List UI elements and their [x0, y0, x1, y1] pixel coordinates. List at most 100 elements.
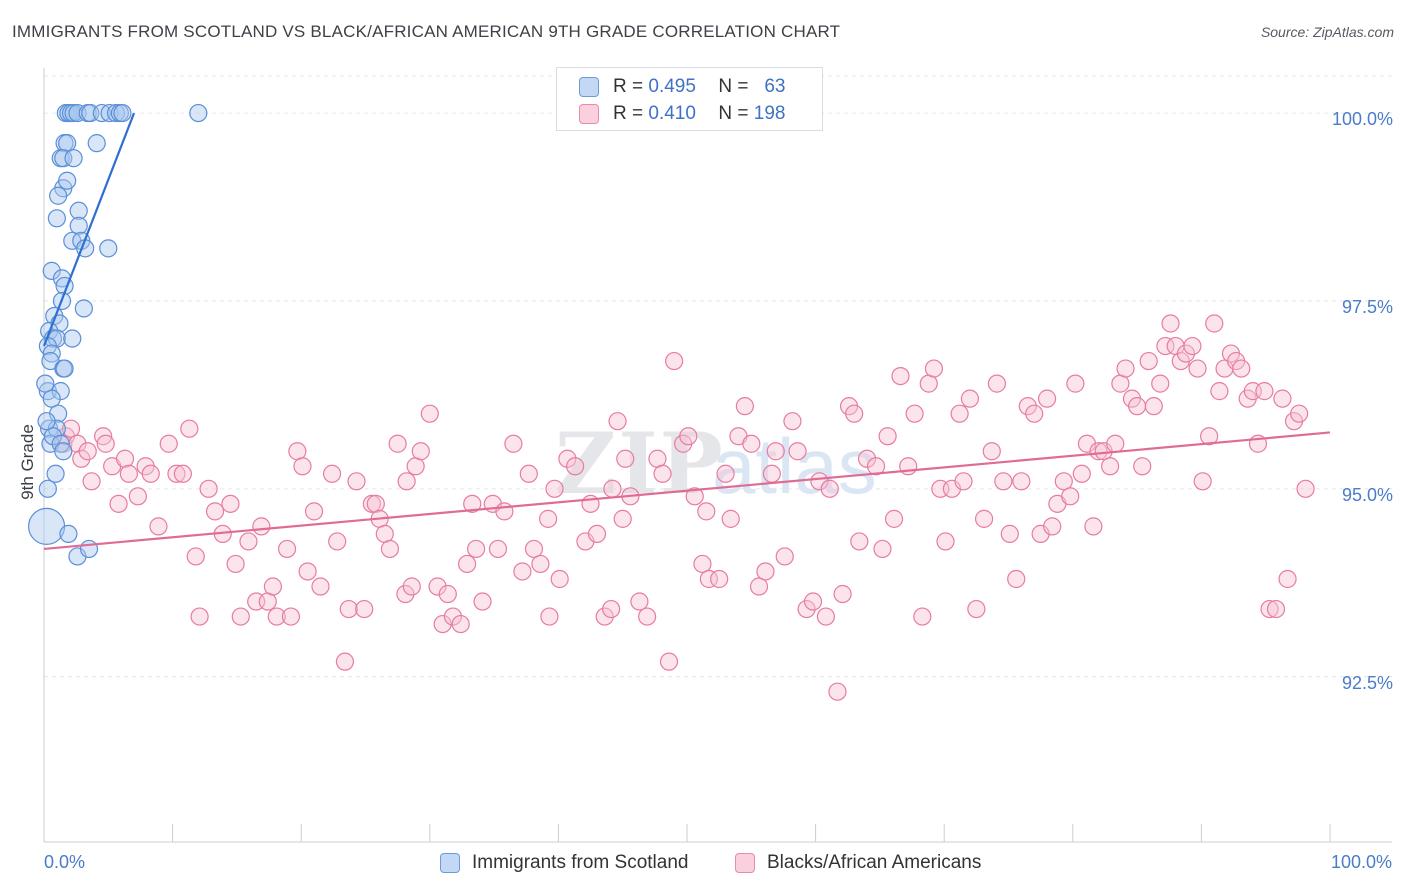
data-point-scotland [42, 344, 61, 363]
r-value: 0.495 [648, 76, 696, 97]
data-point-black [850, 532, 869, 551]
data-point-scotland [46, 464, 65, 483]
data-point-black [1232, 359, 1251, 378]
data-point-scotland [58, 134, 77, 153]
data-point-black [298, 562, 317, 581]
data-point-black [613, 509, 632, 528]
data-point-black [1290, 404, 1309, 423]
chart-title: IMMIGRANTS FROM SCOTLAND VS BLACK/AFRICA… [12, 22, 841, 41]
data-point-black [816, 607, 835, 626]
data-point-black [433, 614, 452, 634]
data-point-black [141, 464, 160, 483]
data-point-black [828, 682, 847, 701]
data-point-black [252, 517, 271, 536]
data-point-black [602, 599, 621, 619]
data-point-black [1144, 397, 1163, 416]
data-point-black [648, 449, 667, 468]
data-point-black [608, 412, 627, 431]
data-point-black [550, 569, 569, 589]
data-point-black [239, 532, 258, 551]
trend-line-scotland [42, 112, 136, 347]
data-point-black [311, 577, 330, 596]
data-point-scotland [42, 261, 61, 280]
data-point-black [1066, 374, 1085, 393]
trend-line-black [43, 431, 1331, 551]
x-tick-label-min: 0.0% [44, 852, 86, 872]
legend-swatch-blue [579, 77, 599, 97]
data-point-scotland [27, 507, 66, 545]
data-point-black [355, 599, 374, 619]
data-point-black [1072, 464, 1091, 483]
data-point-black [987, 374, 1007, 393]
data-point-black [1133, 457, 1152, 476]
data-point-black [1000, 524, 1019, 544]
data-point-black [1200, 427, 1219, 446]
data-point-scotland [106, 103, 126, 123]
data-point-scotland [69, 201, 88, 220]
legend-label-scotland: Immigrants from Scotland [472, 852, 689, 873]
legend-item-scotland: Immigrants from Scotland [440, 852, 688, 874]
data-point-black [1100, 457, 1120, 476]
data-point-black [495, 502, 514, 521]
data-point-black [1255, 382, 1274, 401]
data-point-black [638, 607, 657, 626]
data-point-black [820, 479, 839, 498]
data-point-black [258, 592, 277, 611]
data-point-black [710, 569, 729, 589]
data-point-black [159, 434, 178, 453]
data-point-black [263, 577, 283, 596]
data-point-black [1084, 517, 1103, 536]
data-point-black [1089, 442, 1108, 461]
data-point-black [293, 457, 312, 476]
data-point-black [82, 472, 101, 491]
data-point-scotland [43, 427, 63, 446]
data-point-black [420, 404, 439, 423]
data-point-black [685, 487, 704, 506]
data-point-black [473, 592, 492, 611]
data-point-scotland [92, 103, 111, 123]
data-point-black [762, 464, 781, 483]
data-point-black [697, 502, 716, 521]
data-point-black [513, 562, 532, 581]
data-point-black [693, 554, 712, 574]
data-point-black [1054, 472, 1073, 491]
data-point-black [109, 494, 128, 513]
legend-swatch-blue [440, 853, 460, 873]
data-point-black [878, 427, 897, 446]
data-point-black [96, 434, 115, 453]
data-point-black [375, 524, 394, 544]
data-point-black [539, 509, 558, 528]
data-point-black [788, 442, 807, 461]
data-point-black [388, 434, 407, 453]
data-point-black [524, 539, 544, 559]
data-point-scotland [189, 103, 208, 123]
data-point-black [173, 464, 192, 483]
data-point-black [735, 397, 754, 416]
r-label: R = [613, 76, 644, 97]
data-point-scotland [74, 299, 93, 318]
data-point-black [531, 554, 550, 574]
data-point-black [1278, 569, 1297, 589]
data-point-scotland [55, 359, 74, 378]
axes [43, 68, 1392, 843]
data-point-black [277, 539, 297, 559]
data-point-black [347, 472, 366, 491]
data-point-black [721, 509, 740, 528]
legend-swatch-pink [579, 104, 599, 124]
data-point-black [1025, 404, 1044, 423]
trend-lines [42, 112, 1331, 551]
data-point-black [974, 509, 994, 528]
data-point-black [1188, 359, 1207, 378]
data-point-black [1161, 314, 1180, 333]
data-point-black [1183, 336, 1202, 356]
data-point-black [1205, 314, 1224, 333]
data-point-black [1151, 374, 1170, 393]
data-point-black [545, 479, 564, 498]
n-value: 198 [753, 103, 786, 124]
data-point-black [396, 584, 415, 604]
data-point-black [205, 502, 225, 521]
data-point-black [919, 374, 938, 393]
y-tick-label: 97.5% [1341, 296, 1393, 317]
correlation-legend: R = 0.495 N = 63 R = 0.410 N = 198 [556, 67, 823, 131]
